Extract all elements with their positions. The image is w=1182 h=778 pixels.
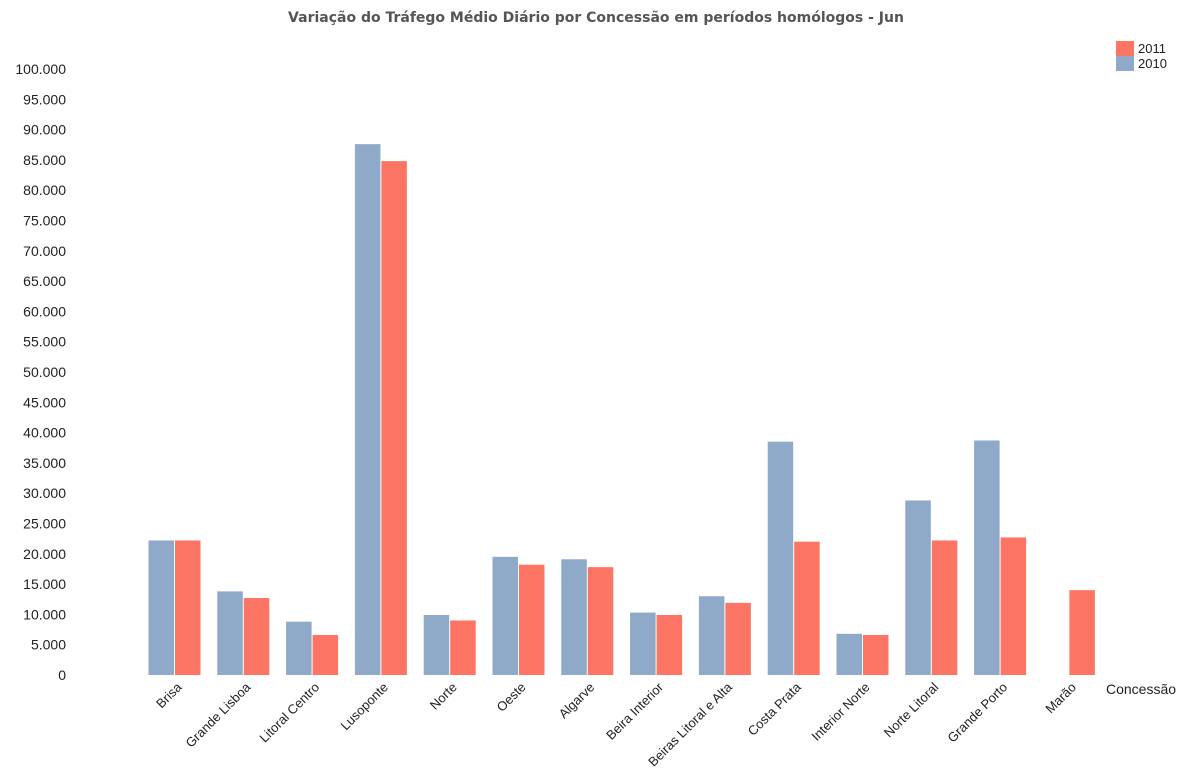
y-tick-label: 10.000 [23,606,66,622]
x-tick-label: Norte [427,680,460,713]
bar-2010 [836,633,862,675]
y-tick-label: 15.000 [23,576,66,592]
legend-swatch-2010 [1116,56,1134,71]
y-tick-label: 50.000 [23,364,66,380]
chart-title: Variação do Tráfego Médio Diário por Con… [288,10,904,26]
bar-2011 [656,615,683,675]
y-tick-label: 35.000 [23,455,66,471]
bar-2011 [863,635,889,675]
x-tick-label: Litoral Centro [256,680,322,746]
bar-2011 [931,540,958,675]
y-tick-label: 55.000 [23,334,66,350]
bars [148,144,1095,676]
bar-2010 [561,559,587,675]
y-tick-label: 30.000 [23,485,66,501]
x-tick-label: Grande Lisboa [183,679,254,750]
bar-2011 [794,541,820,675]
x-tick-label: Algarve [556,680,598,722]
bar-2010 [974,440,1000,675]
bar-2011 [519,564,545,675]
x-axis-label: Concessão [1106,681,1176,697]
y-tick-label: 70.000 [23,243,66,259]
x-tick-label: Lusoponte [337,680,391,734]
y-tick-label: 60.000 [23,303,66,319]
x-tick-label: Beira Interior [603,679,667,743]
bar-2010 [423,615,450,675]
bar-2010 [698,596,725,675]
bar-2011 [312,635,339,675]
y-tick-label: 85.000 [23,152,66,168]
legend-label-2010: 2010 [1138,56,1167,71]
legend-label-2011: 2011 [1138,41,1166,56]
bar-2010 [630,612,656,675]
bar-2010 [354,144,381,676]
y-tick-label: 90.000 [23,122,66,138]
y-tick-label: 80.000 [23,182,66,198]
y-tick-label: 65.000 [23,273,66,289]
y-tick-label: 75.000 [23,213,66,229]
y-tick-label: 45.000 [23,394,66,410]
x-tick-label: Norte Litoral [881,679,942,740]
x-tick-label: Grande Porto [944,680,1010,746]
bar-2011 [243,598,270,675]
x-tick-label: Brisa [153,679,185,711]
bar-2011 [1000,537,1027,675]
bar-2011 [450,620,476,675]
legend-swatch-2011 [1116,41,1134,56]
bar-2010 [905,500,931,675]
bar-2011 [587,567,614,675]
x-tick-label: Costa Prata [745,679,805,739]
bar-2010 [286,621,312,675]
bar-2010 [492,556,518,675]
bar-2011 [175,540,201,675]
y-tick-label: 5.000 [31,637,66,653]
y-tick-label: 25.000 [23,516,66,532]
y-tick-label: 100.000 [15,61,66,77]
y-axis: 0 5.000 10.000 15.000 20.000 25.000 30.000 35.0… [15,61,66,683]
bar-2010 [767,441,794,675]
bar-2011 [725,602,751,675]
y-tick-label: 40.000 [23,425,66,441]
y-tick-label: 0 [58,667,66,683]
x-tick-label: Oeste [493,680,528,715]
x-tick-label: Marão [1042,680,1079,717]
y-tick-label: 95.000 [23,91,66,107]
y-tick-label: 20.000 [23,546,66,562]
bar-2011 [381,161,407,675]
x-tick-label: Interior Norte [808,680,872,744]
bar-2011 [1069,590,1095,675]
bar-2010 [148,540,174,675]
bar-2010 [217,591,243,675]
